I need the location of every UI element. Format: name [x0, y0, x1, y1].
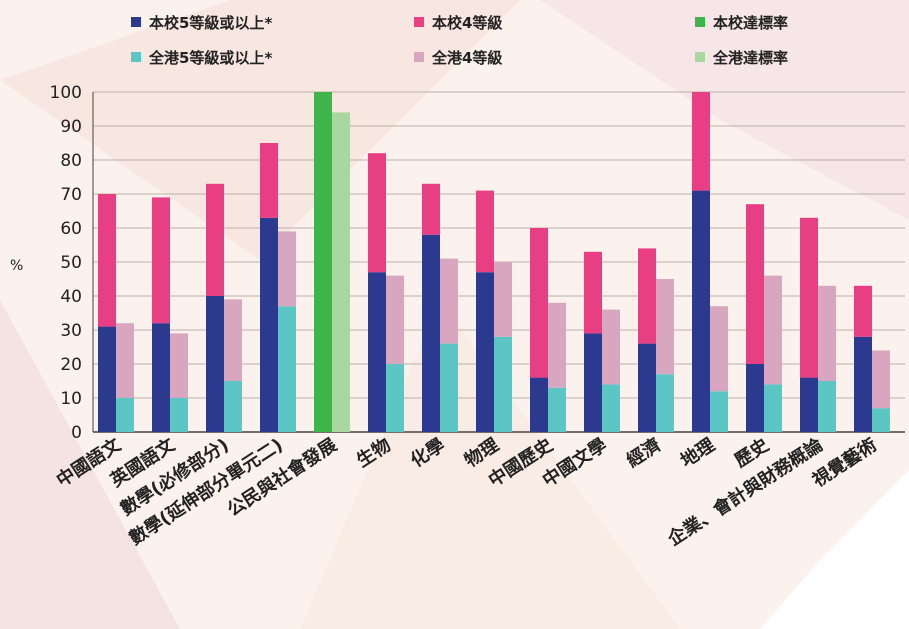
bar-hk-level4 [818, 285, 836, 381]
bar-hk-level5 [224, 381, 242, 432]
x-tick-label: 化學 [407, 434, 449, 472]
bar-school-pass-rate [314, 92, 332, 432]
legend-swatch-hk-level4 [414, 52, 424, 62]
bar-school-level5 [422, 234, 440, 432]
legend-label-hk-level4: 全港4等級 [432, 48, 503, 67]
legend-item-school-level4: 本校4等級 [414, 12, 502, 32]
bar-school-level5 [98, 326, 116, 432]
y-tick-label: 20 [60, 355, 82, 375]
bar-hk-level5 [764, 384, 782, 432]
bar-hk-pass-rate [332, 112, 350, 433]
bar-school-level4 [638, 248, 656, 344]
bar-school-level4 [800, 217, 818, 378]
bar-hk-level4 [764, 275, 782, 385]
bar-school-level5 [206, 296, 224, 432]
legend-label-school-level4: 本校4等級 [432, 13, 503, 32]
bar-school-level5 [692, 190, 710, 432]
y-tick-label: 0 [71, 423, 82, 443]
bar-hk-level5 [602, 384, 620, 432]
bar-hk-level5 [386, 364, 404, 432]
bar-school-level5 [854, 336, 872, 432]
legend-swatch-hk-level5 [131, 52, 141, 62]
bar-hk-level4 [602, 309, 620, 385]
bar-hk-level4 [116, 323, 134, 398]
bar-hk-level4 [548, 302, 566, 388]
bar-hk-level5 [710, 391, 728, 432]
bar-school-level4 [692, 92, 710, 191]
bar-hk-level4 [386, 275, 404, 364]
legend-swatch-school-pass [695, 17, 705, 27]
legend-item-school-level5: 本校5等級或以上* [131, 12, 272, 32]
bar-hk-level5 [116, 398, 134, 432]
y-tick-label: 100 [50, 83, 82, 103]
bar-school-level4 [422, 183, 440, 235]
bar-school-level5 [746, 364, 764, 432]
bar-hk-level4 [656, 279, 674, 375]
bar-hk-level4 [278, 231, 296, 307]
bar-hk-level5 [548, 387, 566, 432]
y-tick-label: 40 [60, 287, 82, 307]
legend-item-school-pass: 本校達標率 [695, 12, 788, 32]
bar-school-level4 [476, 190, 494, 273]
bar-hk-level4 [170, 333, 188, 398]
bar-hk-level4 [494, 262, 512, 337]
bar-hk-level5 [170, 398, 188, 432]
legend-swatch-school-level5 [131, 17, 141, 27]
bar-hk-level5 [494, 336, 512, 432]
y-tick-label: 10 [60, 389, 82, 409]
y-tick-label: 90 [60, 117, 82, 137]
bar-school-level4 [368, 153, 386, 273]
bar-school-level4 [206, 183, 224, 296]
bar-school-level5 [152, 323, 170, 432]
y-tick-label: 50 [60, 253, 82, 273]
bar-school-level4 [584, 251, 602, 334]
bar-hk-level4 [224, 299, 242, 381]
bar-school-level5 [476, 272, 494, 432]
bar-hk-level4 [710, 306, 728, 392]
bar-hk-level4 [872, 350, 890, 409]
bar-hk-level4 [440, 258, 458, 344]
bar-school-level4 [746, 204, 764, 364]
y-tick-label: 60 [60, 219, 82, 239]
y-tick-label: 80 [60, 151, 82, 171]
bar-hk-level5 [872, 408, 890, 432]
legend-item-hk-pass: 全港達標率 [695, 47, 788, 67]
x-tick-label: 地理 [677, 434, 719, 472]
bar-school-level5 [638, 343, 656, 432]
bar-school-level5 [530, 377, 548, 432]
legend-swatch-school-level4 [414, 17, 424, 27]
y-tick-label: 70 [60, 185, 82, 205]
x-tick-label: 經濟 [623, 434, 665, 472]
bar-school-level5 [584, 333, 602, 432]
legend-label-school-pass: 本校達標率 [713, 13, 789, 32]
legend-item-hk-level5: 全港5等級或以上* [131, 47, 272, 67]
bar-hk-level5 [440, 343, 458, 432]
bar-school-level5 [800, 377, 818, 432]
legend-swatch-hk-pass [695, 52, 705, 62]
bar-school-level4 [98, 194, 116, 327]
legend-label-hk-pass: 全港達標率 [713, 48, 789, 67]
bar-school-level4 [260, 143, 278, 218]
y-axis-label: % [10, 258, 24, 274]
x-tick-label: 生物 [353, 434, 395, 472]
legend-label-school-level5: 本校5等級或以上* [149, 13, 273, 32]
bar-school-level5 [368, 272, 386, 432]
bar-school-level4 [152, 197, 170, 324]
bar-hk-level5 [818, 381, 836, 432]
legend-label-hk-level5: 全港5等級或以上* [149, 48, 273, 67]
y-tick-label: 30 [60, 321, 82, 341]
bar-hk-level5 [656, 374, 674, 432]
bar-school-level5 [260, 217, 278, 432]
legend-item-hk-level4: 全港4等級 [414, 47, 502, 67]
bar-hk-level5 [278, 306, 296, 432]
bar-school-level4 [854, 285, 872, 337]
bar-school-level4 [530, 228, 548, 378]
